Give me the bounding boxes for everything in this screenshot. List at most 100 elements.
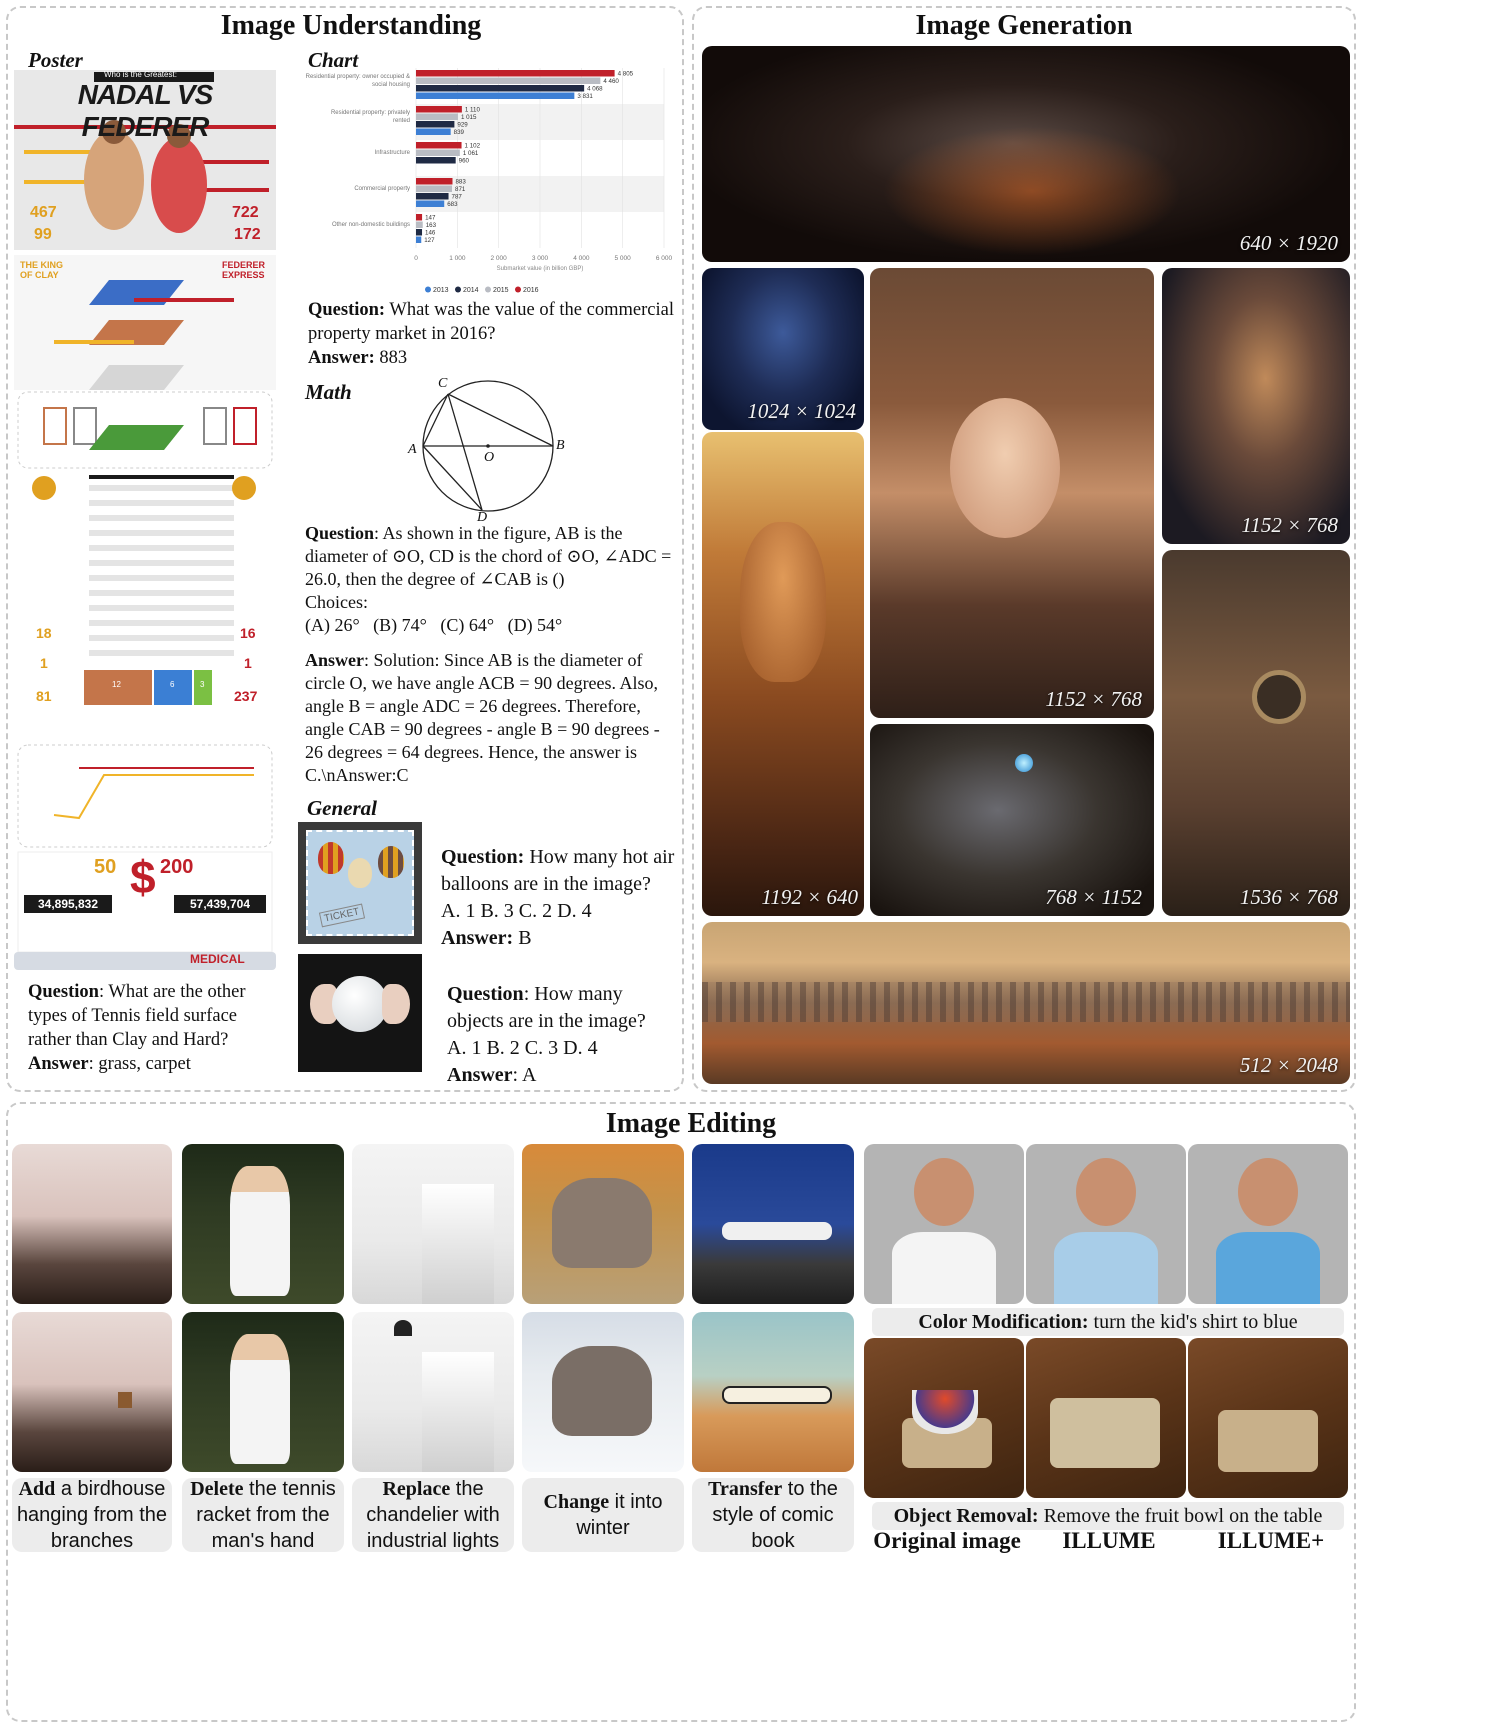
poster-image: Who is the Greatest: NADAL VS FEDERER 46… [14,70,276,972]
chart-bar-2015 [416,113,458,120]
chart-category-label: social housing [372,82,410,88]
edit-2-result [182,1312,344,1472]
industrial-light-icon [394,1320,412,1336]
generation-title: Image Generation [915,10,1133,41]
removal-text: Remove the fruit bowl on the table [1038,1505,1323,1527]
chart-category-label: Residential property: owner occupied & [306,74,410,80]
edit-1-original [12,1144,172,1304]
chart-bar-2013 [416,92,575,99]
table-illume [1026,1338,1186,1498]
chart-value-label: 883 [455,179,466,186]
chart-category-label: Commercial property [354,186,410,192]
chart-legend-marker [425,286,431,293]
gen-dim-steampunk-machine: 1536 × 768 [1239,885,1338,909]
edit-3-result [352,1312,514,1472]
chart-value-label: 839 [454,129,465,136]
chart-bar-2013 [416,200,445,207]
chart-bar-2014 [416,85,585,92]
balloon-icon-3 [378,846,404,878]
chart-bar-2013 [416,236,422,243]
poster-fortune-left: 50 [94,856,117,878]
editing-panel [6,1102,1356,1722]
gen-image-wolf: 1192 × 640 [702,432,864,916]
chart-bar-2013 [416,128,451,135]
poster-question-label: Question [28,982,99,1002]
player-figure [230,1166,290,1296]
kitchen-doorway [422,1184,494,1304]
math-qa: Question: As shown in the figure, AB is … [305,522,673,787]
gen-dim-steampunk-woman: 1152 × 768 [1045,687,1142,711]
chart-legend-label: 2013 [433,287,449,294]
bar-chart: 0 1 000 2 000 3 000 4 000 5 000 6 000 Residenti… [288,66,680,298]
wolf-shape [740,522,826,682]
chart-x-tick-label: 3 000 [532,255,549,262]
edit-4-caption: Change it into winter [522,1478,684,1552]
chart-value-label: 929 [457,122,468,129]
robot-bird-eye [1015,754,1033,772]
elephant-figure [552,1178,652,1268]
chart-bar-2014 [416,229,423,236]
chart-category-label: rented [393,118,410,124]
circle-diagram [422,380,554,512]
chart-legend-label: 2014 [463,287,479,294]
chart-label: Chart [308,48,359,72]
general-q2-choices: A. 1 B. 2 C. 3 D. 4 [447,1037,598,1059]
poster-badge-right: FEDERER EXPRESS [222,260,266,280]
poster-surface-count-3: 3 [200,680,205,689]
gen-dim-owl: 1024 × 1024 [747,399,856,423]
chart-bar-2016 [416,178,453,185]
chart-legend-marker [515,286,521,293]
edit-2-original [182,1144,344,1304]
chart-x-tick-label: 1 000 [449,255,466,262]
chart-value-label: 4 068 [587,86,603,93]
chart-x-tick-label: 6 000 [656,255,673,262]
gen-image-gorilla: 640 × 1920 [702,46,1350,262]
airplane-figure [722,1222,832,1240]
chart-bar-2015 [416,149,460,156]
poster-surface-count-2: 6 [170,680,175,689]
poster-record-right-2: 1 [244,655,252,671]
math-label: Math [305,380,352,404]
poster-record-left-1: 18 [36,625,52,641]
chart-bar-2016 [416,214,423,221]
chart-legend-label: 2015 [493,287,509,294]
math-question-text: : As shown in the figure, AB is the diam… [305,523,672,589]
edit-4-kw: Change [543,1491,610,1513]
edit-4-original [522,1144,684,1304]
edit-3-caption: Replace the chandelier with industrial l… [352,1478,514,1552]
machine-gauge [1252,670,1306,724]
edit-1-caption: Add a birdhouse hanging from the branche… [12,1478,172,1552]
birdhouse-icon [118,1392,132,1408]
player-figure-edited [230,1334,290,1464]
general-a2-text: : A [512,1064,537,1086]
kid-shirt-white [892,1232,996,1304]
gen-image-robot-head: 1152 × 768 [1162,268,1350,544]
general-q1-choices: A. 1 B. 3 C. 2 D. 4 [441,900,592,922]
removal-caption: Object Removal: Remove the fruit bowl on… [872,1502,1344,1530]
chart-answer-text: 883 [374,348,408,368]
general-qa-2: Question: How many objects are in the im… [447,981,677,1089]
gen-dim-wolf: 1192 × 640 [761,885,858,909]
understanding-panel [6,6,684,1092]
general-q1-label: Question: [441,846,525,868]
chart-value-label: 1 110 [465,107,481,114]
edit-3-kw: Replace [382,1478,451,1500]
chart-bar-2015 [416,221,423,228]
math-answer-label: Answer [305,650,364,670]
chart-category-label: Other non-domestic buildings [332,222,410,228]
chart-bar-2014 [416,157,456,164]
chart-category-label: Infrastructure [375,150,411,156]
poster-graphic [14,70,276,970]
col-label-illume-plus: ILLUME+ [1217,1528,1325,1553]
math-point-o: O [484,450,495,465]
gen-image-steampunk-machine: 1536 × 768 [1162,550,1350,916]
general-q1-text: How many hot air balloons are in the ima… [441,846,675,895]
chart-value-label: 1 015 [461,114,477,121]
gen-image-city: 512 × 2048 [702,922,1350,1084]
poster-fortune-right: 200 [160,856,194,878]
edit-1-result [12,1312,172,1472]
card-ticket-text: TICKET [318,903,365,928]
kid-head-illume-plus [1238,1158,1298,1226]
elephant-figure-winter [552,1346,652,1436]
chart-bar-2015 [416,77,601,84]
